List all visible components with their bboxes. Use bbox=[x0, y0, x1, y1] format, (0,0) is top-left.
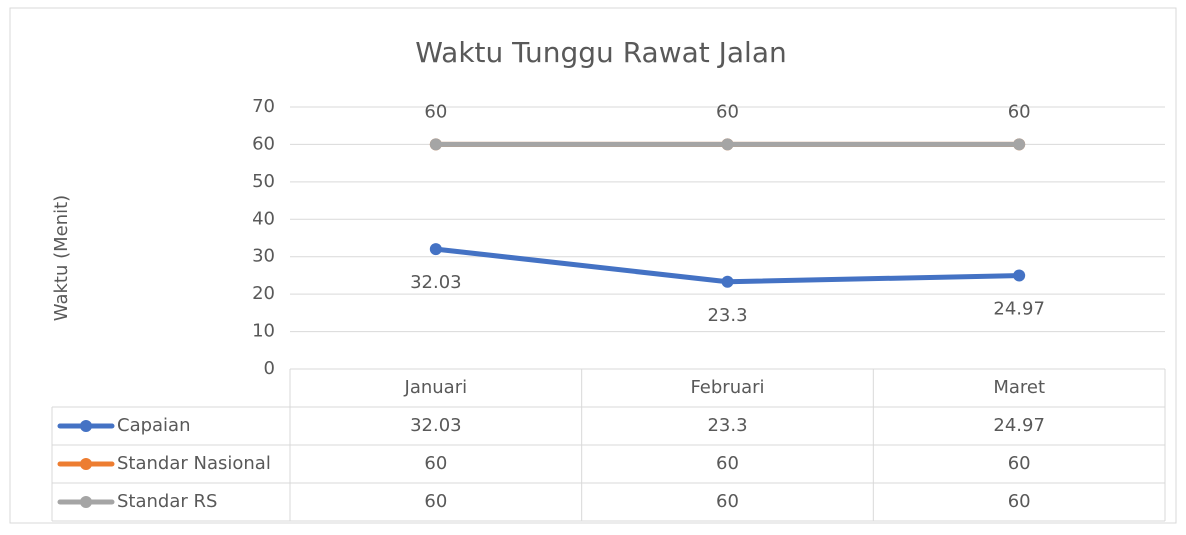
y-tick-label: 0 bbox=[264, 358, 275, 379]
legend-marker bbox=[80, 496, 92, 508]
data-label: 23.3 bbox=[707, 305, 747, 326]
table-cell: 60 bbox=[1008, 491, 1031, 512]
data-point bbox=[721, 138, 734, 151]
y-tick-label: 70 bbox=[252, 96, 275, 117]
data-point bbox=[1013, 138, 1026, 151]
data-label: 60 bbox=[1008, 101, 1031, 122]
data-point bbox=[429, 138, 442, 151]
chart-title: Waktu Tunggu Rawat Jalan bbox=[415, 36, 786, 69]
table-cell: 60 bbox=[424, 453, 447, 474]
legend-label: Capaian bbox=[117, 415, 191, 436]
data-label: 60 bbox=[716, 101, 739, 122]
table-cell: 23.3 bbox=[707, 415, 747, 436]
y-axis-label: Waktu (Menit) bbox=[51, 195, 72, 321]
data-label: 60 bbox=[424, 101, 447, 122]
table-cell: 60 bbox=[1008, 453, 1031, 474]
x-tick-label: Januari bbox=[404, 377, 468, 398]
data-point bbox=[721, 275, 734, 288]
data-point bbox=[1013, 269, 1026, 282]
table-cell: 32.03 bbox=[410, 415, 462, 436]
legend-marker bbox=[80, 420, 92, 432]
data-label: 32.03 bbox=[410, 272, 462, 293]
legend-label: Standar Nasional bbox=[117, 453, 271, 474]
table-cell: 60 bbox=[716, 491, 739, 512]
table-cell: 24.97 bbox=[993, 415, 1045, 436]
x-tick-label: Maret bbox=[993, 377, 1045, 398]
y-tick-label: 60 bbox=[252, 133, 275, 154]
x-tick-label: Februari bbox=[690, 377, 764, 398]
table-cell: 60 bbox=[424, 491, 447, 512]
y-tick-label: 40 bbox=[252, 208, 275, 229]
y-tick-label: 30 bbox=[252, 246, 275, 267]
data-point bbox=[429, 243, 442, 256]
legend-label: Standar RS bbox=[117, 491, 217, 512]
legend-marker bbox=[80, 458, 92, 470]
table-cell: 60 bbox=[716, 453, 739, 474]
y-tick-label: 50 bbox=[252, 171, 275, 192]
y-tick-label: 10 bbox=[252, 321, 275, 342]
y-tick-label: 20 bbox=[252, 283, 275, 304]
data-label: 24.97 bbox=[993, 299, 1045, 320]
